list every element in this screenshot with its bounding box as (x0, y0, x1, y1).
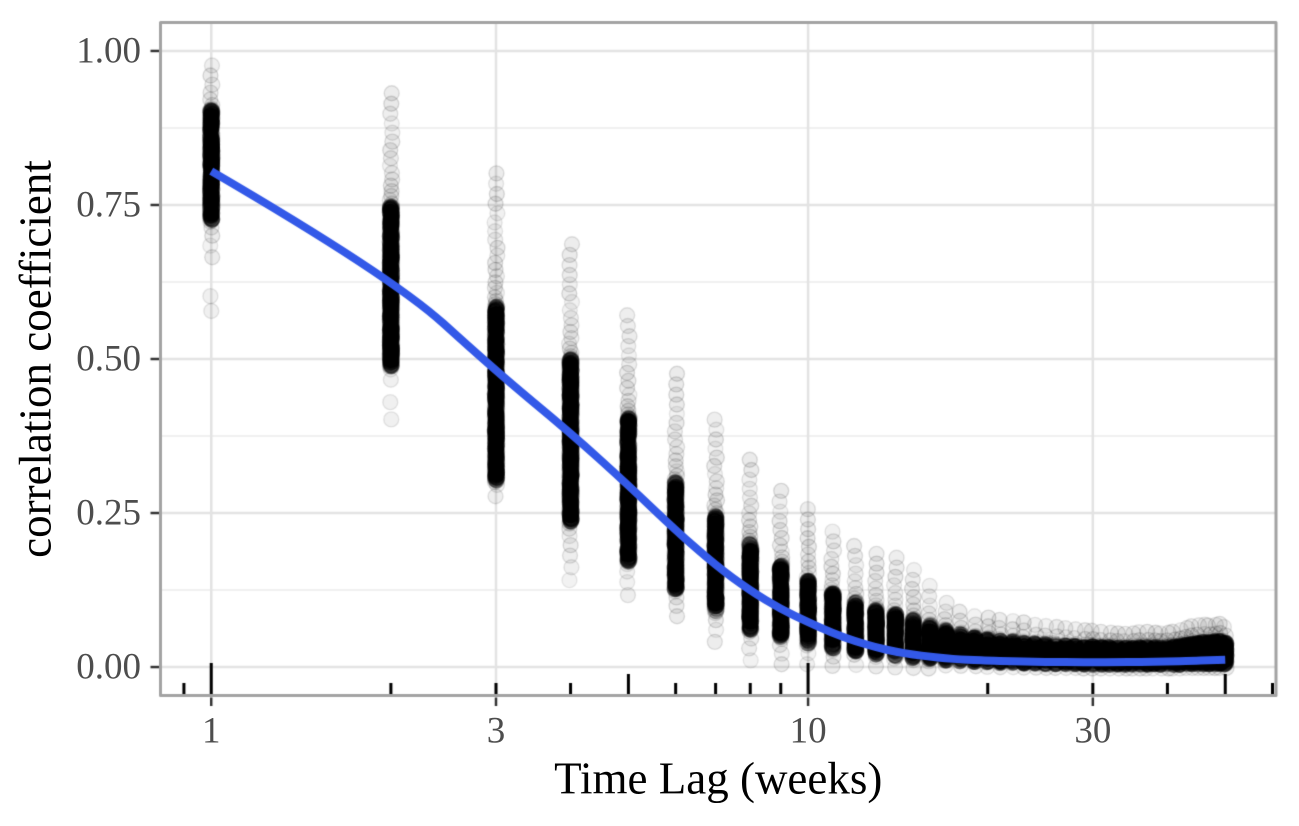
x-axis-tick-label: 30 (1074, 710, 1112, 752)
x-axis-title: Time Lag (weeks) (554, 753, 883, 804)
y-axis-tick-label: 0.50 (76, 338, 141, 380)
y-axis-tick-label: 0.75 (76, 184, 141, 226)
y-axis-tick-label: 1.00 (76, 30, 141, 72)
y-axis-tick-label: 0.00 (76, 646, 141, 688)
x-axis-tick-label: 1 (201, 710, 221, 752)
y-axis-tick-label: 0.25 (76, 492, 141, 534)
x-axis-tick-label: 10 (789, 710, 827, 752)
x-axis-tick-label: 3 (486, 710, 506, 752)
y-axis-title: correlation coefficient (10, 160, 61, 558)
